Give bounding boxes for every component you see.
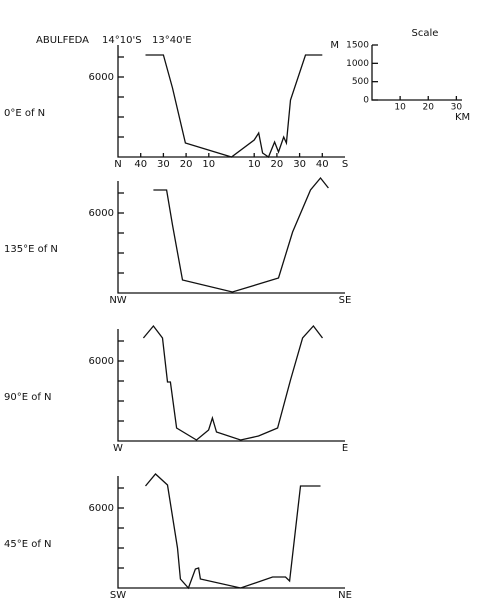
y-tick-label: 6000 [89, 356, 114, 367]
y-axis [117, 329, 345, 442]
scale-axes [371, 45, 462, 101]
profile-label: 0°E of N [4, 108, 45, 119]
direction-label: W [113, 443, 123, 454]
x-tick-label: 30 [157, 159, 170, 170]
x-tick-label: 20 [423, 103, 435, 113]
y-axis [117, 476, 345, 589]
direction-label: SE [339, 295, 352, 306]
y-tick-label: 1000 [346, 59, 369, 69]
y-tick-label: 500 [352, 77, 369, 87]
x-tick-label: 40 [316, 159, 329, 170]
profile-label: 90°E of N [4, 392, 52, 403]
direction-label: NW [109, 295, 126, 306]
direction-label: E [342, 443, 348, 454]
longitude: 13°40'E [152, 35, 192, 46]
y-tick-label: 1500 [346, 41, 369, 51]
y-tick-label: 6000 [89, 503, 114, 514]
x-tick-label: 20 [180, 159, 193, 170]
profile-line [145, 54, 323, 158]
x-tick-label: 40 [134, 159, 147, 170]
y-tick-label: 6000 [89, 208, 114, 219]
x-tick-label: 10 [394, 103, 406, 113]
direction-label: S [342, 159, 348, 170]
crater-name: ABULFEDA [36, 35, 89, 46]
direction-label: N [114, 159, 121, 170]
y-tick-label: 0 [363, 96, 369, 106]
profile-line [142, 324, 324, 441]
y-axis [117, 181, 345, 294]
x-tick-label: 30 [451, 103, 463, 113]
profile-label: 45°E of N [4, 539, 52, 550]
direction-label: NE [338, 590, 352, 601]
profile-label: 135°E of N [4, 244, 58, 255]
x-axis-label: KM [455, 112, 470, 123]
latitude: 14°10'S [102, 35, 142, 46]
profile-line [153, 176, 329, 293]
x-tick-label: 20 [271, 159, 284, 170]
y-axis [117, 45, 345, 158]
scale-title: Scale [412, 28, 439, 39]
direction-label: SW [110, 590, 126, 601]
y-axis-label: M [330, 40, 339, 51]
profile-line [145, 473, 321, 590]
x-tick-label: 10 [248, 159, 261, 170]
x-tick-label: 10 [202, 159, 215, 170]
y-tick-label: 6000 [89, 72, 114, 83]
x-tick-label: 30 [293, 159, 306, 170]
